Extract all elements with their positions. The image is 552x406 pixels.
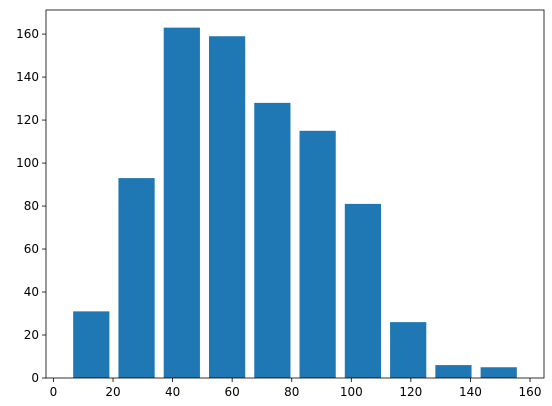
y-tick-label: 120 bbox=[16, 113, 39, 127]
y-tick-label: 60 bbox=[24, 242, 39, 256]
x-tick-label: 100 bbox=[340, 385, 363, 399]
y-tick-label: 160 bbox=[16, 27, 39, 41]
x-tick-label: 140 bbox=[459, 385, 482, 399]
bar bbox=[344, 203, 382, 378]
bar bbox=[480, 367, 517, 378]
y-tick-label: 80 bbox=[24, 199, 39, 213]
bar bbox=[118, 178, 155, 378]
x-tick-label: 40 bbox=[165, 385, 180, 399]
bar bbox=[390, 322, 427, 378]
x-tick-label: 0 bbox=[50, 385, 58, 399]
x-tick-label: 20 bbox=[105, 385, 120, 399]
bar bbox=[299, 130, 336, 378]
y-tick-label: 140 bbox=[16, 70, 39, 84]
bar bbox=[163, 27, 200, 379]
x-tick-label: 160 bbox=[519, 385, 542, 399]
bar bbox=[254, 102, 291, 379]
x-tick-label: 120 bbox=[399, 385, 422, 399]
y-tick-label: 40 bbox=[24, 285, 39, 299]
bar bbox=[435, 365, 472, 378]
bar bbox=[208, 36, 246, 378]
plot-frame bbox=[45, 9, 545, 379]
y-tick-label: 0 bbox=[31, 371, 39, 385]
y-tick-label: 100 bbox=[16, 156, 39, 170]
x-tick-label: 80 bbox=[284, 385, 299, 399]
y-tick-label: 20 bbox=[24, 328, 39, 342]
bar bbox=[73, 311, 110, 378]
x-tick-label: 60 bbox=[225, 385, 240, 399]
